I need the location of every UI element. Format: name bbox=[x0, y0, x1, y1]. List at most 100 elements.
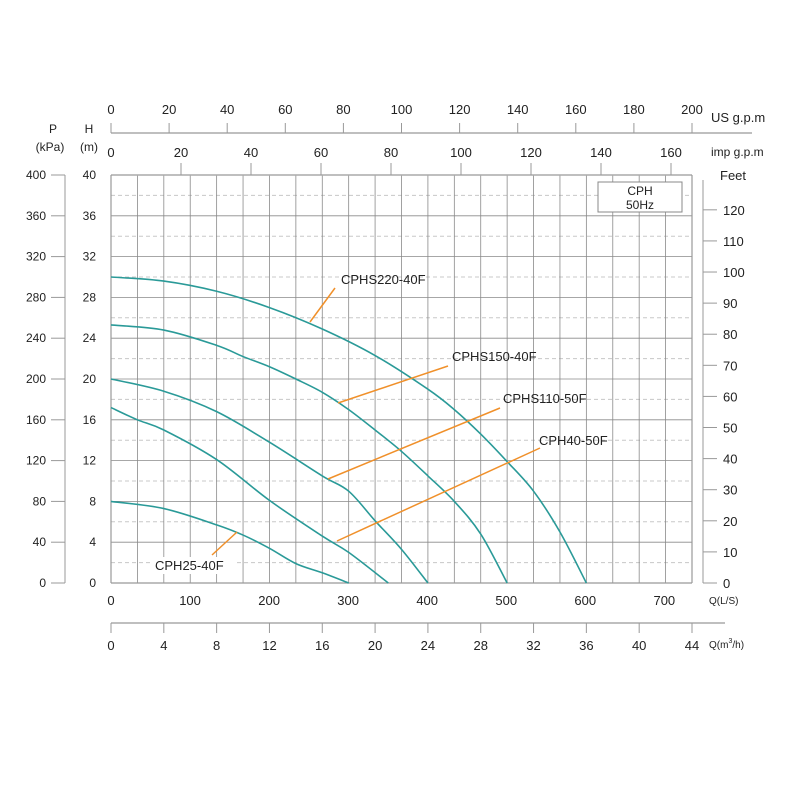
ls-tick-label: 300 bbox=[337, 593, 359, 608]
m3h-tick-label: 32 bbox=[526, 638, 540, 653]
h-tick-label: 20 bbox=[83, 372, 97, 386]
curve-cphs220-40f bbox=[110, 276, 588, 584]
leader-line bbox=[337, 365, 449, 404]
m3h-tick-label: 16 bbox=[315, 638, 329, 653]
imp-gpm-tick-label: 60 bbox=[314, 145, 328, 160]
kpa-tick-label: 120 bbox=[26, 454, 46, 468]
us-gpm-tick-label: 200 bbox=[681, 102, 703, 117]
imp-gpm-tick-label: 160 bbox=[660, 145, 682, 160]
us-gpm-tick-label: 80 bbox=[336, 102, 350, 117]
m3h-tick-label: 0 bbox=[107, 638, 114, 653]
feet-tick-label: 20 bbox=[723, 514, 737, 529]
kpa-tick-label: 80 bbox=[33, 494, 47, 508]
feet-tick-label: 60 bbox=[723, 389, 737, 404]
feet-tick-label: 110 bbox=[723, 234, 744, 249]
h-tick-label: 40 bbox=[83, 168, 97, 182]
imp-gpm-axis-title: imp g.p.m bbox=[711, 145, 764, 159]
curve-cphs150-40f bbox=[110, 324, 508, 584]
h-tick-label: 28 bbox=[83, 290, 97, 304]
ls-tick-label: 100 bbox=[179, 593, 201, 608]
feet-tick-label: 90 bbox=[723, 296, 737, 311]
us-gpm-axis-title: US g.p.m bbox=[711, 110, 765, 125]
kpa-tick-label: 400 bbox=[26, 168, 46, 182]
curve-label: CPHS220-40F bbox=[341, 272, 426, 287]
legend-box: CPH 50Hz bbox=[597, 181, 683, 213]
us-gpm-tick-label: 120 bbox=[449, 102, 471, 117]
legend-line2: 50Hz bbox=[626, 198, 654, 212]
kpa-tick-label: 320 bbox=[26, 250, 46, 264]
leader-line bbox=[309, 287, 336, 323]
h-axis-unit: (m) bbox=[80, 140, 98, 154]
curve-cph40-50f bbox=[110, 406, 389, 584]
kpa-tick-label: 280 bbox=[26, 290, 46, 304]
h-tick-label: 36 bbox=[83, 209, 97, 223]
m3h-tick-label: 20 bbox=[368, 638, 382, 653]
kpa-tick-label: 240 bbox=[26, 331, 46, 345]
curve-label: CPH25-40F bbox=[155, 558, 224, 573]
h-tick-label: 12 bbox=[83, 454, 97, 468]
ls-tick-label: 600 bbox=[574, 593, 596, 608]
us-gpm-tick-label: 0 bbox=[107, 102, 114, 117]
ls-tick-label: 0 bbox=[107, 593, 114, 608]
imp-gpm-tick-label: 120 bbox=[520, 145, 542, 160]
m3h-tick-label: 36 bbox=[579, 638, 593, 653]
curve-label: CPH40-50F bbox=[539, 433, 608, 448]
m3h-tick-label: 4 bbox=[160, 638, 167, 653]
kpa-tick-label: 200 bbox=[26, 372, 46, 386]
m3h-axis-title: Q(m3/h) bbox=[709, 638, 744, 651]
us-gpm-tick-label: 100 bbox=[391, 102, 413, 117]
imp-gpm-tick-label: 40 bbox=[244, 145, 258, 160]
h-tick-label: 24 bbox=[83, 331, 97, 345]
feet-tick-label: 30 bbox=[723, 483, 737, 498]
feet-axis-title: Feet bbox=[720, 168, 746, 183]
m3h-tick-label: 44 bbox=[685, 638, 699, 653]
leader-line bbox=[211, 531, 238, 556]
kpa-tick-label: 0 bbox=[39, 576, 46, 590]
m3h-tick-label: 24 bbox=[421, 638, 435, 653]
curve-labels: CPHS220-40F CPHS150-40F CPHS110-50F CPH40-5… bbox=[152, 272, 608, 574]
kpa-tick-label: 40 bbox=[33, 535, 47, 549]
ls-tick-label: 500 bbox=[495, 593, 517, 608]
us-gpm-tick-label: 20 bbox=[162, 102, 176, 117]
ls-axis-title: Q(L/S) bbox=[709, 596, 738, 607]
ls-tick-label: 400 bbox=[416, 593, 438, 608]
kpa-tick-label: 360 bbox=[26, 209, 46, 223]
grid bbox=[110, 174, 693, 584]
feet-tick-label: 120 bbox=[723, 203, 745, 218]
h-tick-label: 4 bbox=[89, 535, 96, 549]
axes: 0408012016020024028032036040004812162024… bbox=[26, 102, 752, 653]
feet-tick-label: 40 bbox=[723, 452, 737, 467]
curve-label: CPHS150-40F bbox=[452, 349, 537, 364]
h-tick-label: 8 bbox=[89, 494, 96, 508]
m3h-tick-label: 28 bbox=[473, 638, 487, 653]
m3h-tick-label: 40 bbox=[632, 638, 646, 653]
feet-tick-label: 0 bbox=[723, 576, 730, 591]
us-gpm-tick-label: 160 bbox=[565, 102, 587, 117]
ls-tick-label: 700 bbox=[653, 593, 675, 608]
leader-line bbox=[336, 447, 541, 542]
leader-line bbox=[327, 407, 501, 480]
imp-gpm-tick-label: 100 bbox=[450, 145, 472, 160]
m3h-tick-label: 8 bbox=[213, 638, 220, 653]
curve-cphs110-50f bbox=[110, 378, 429, 584]
kpa-tick-label: 160 bbox=[26, 413, 46, 427]
h-tick-label: 16 bbox=[83, 413, 97, 427]
curve-label: CPHS110-50F bbox=[503, 391, 587, 406]
us-gpm-tick-label: 40 bbox=[220, 102, 234, 117]
us-gpm-tick-label: 140 bbox=[507, 102, 529, 117]
kpa-axis-unit: (kPa) bbox=[36, 140, 65, 154]
curves bbox=[110, 276, 588, 584]
feet-tick-label: 50 bbox=[723, 421, 737, 436]
legend-line1: CPH bbox=[627, 184, 652, 198]
h-axis-title: H bbox=[85, 122, 94, 136]
imp-gpm-tick-label: 0 bbox=[107, 145, 114, 160]
curve-cph25-40f bbox=[110, 500, 349, 584]
imp-gpm-tick-label: 20 bbox=[174, 145, 188, 160]
label-background bbox=[152, 557, 234, 574]
imp-gpm-tick-label: 80 bbox=[384, 145, 398, 160]
feet-tick-label: 100 bbox=[723, 265, 745, 280]
feet-tick-label: 70 bbox=[723, 358, 737, 373]
feet-tick-label: 80 bbox=[723, 327, 737, 342]
us-gpm-tick-label: 180 bbox=[623, 102, 645, 117]
